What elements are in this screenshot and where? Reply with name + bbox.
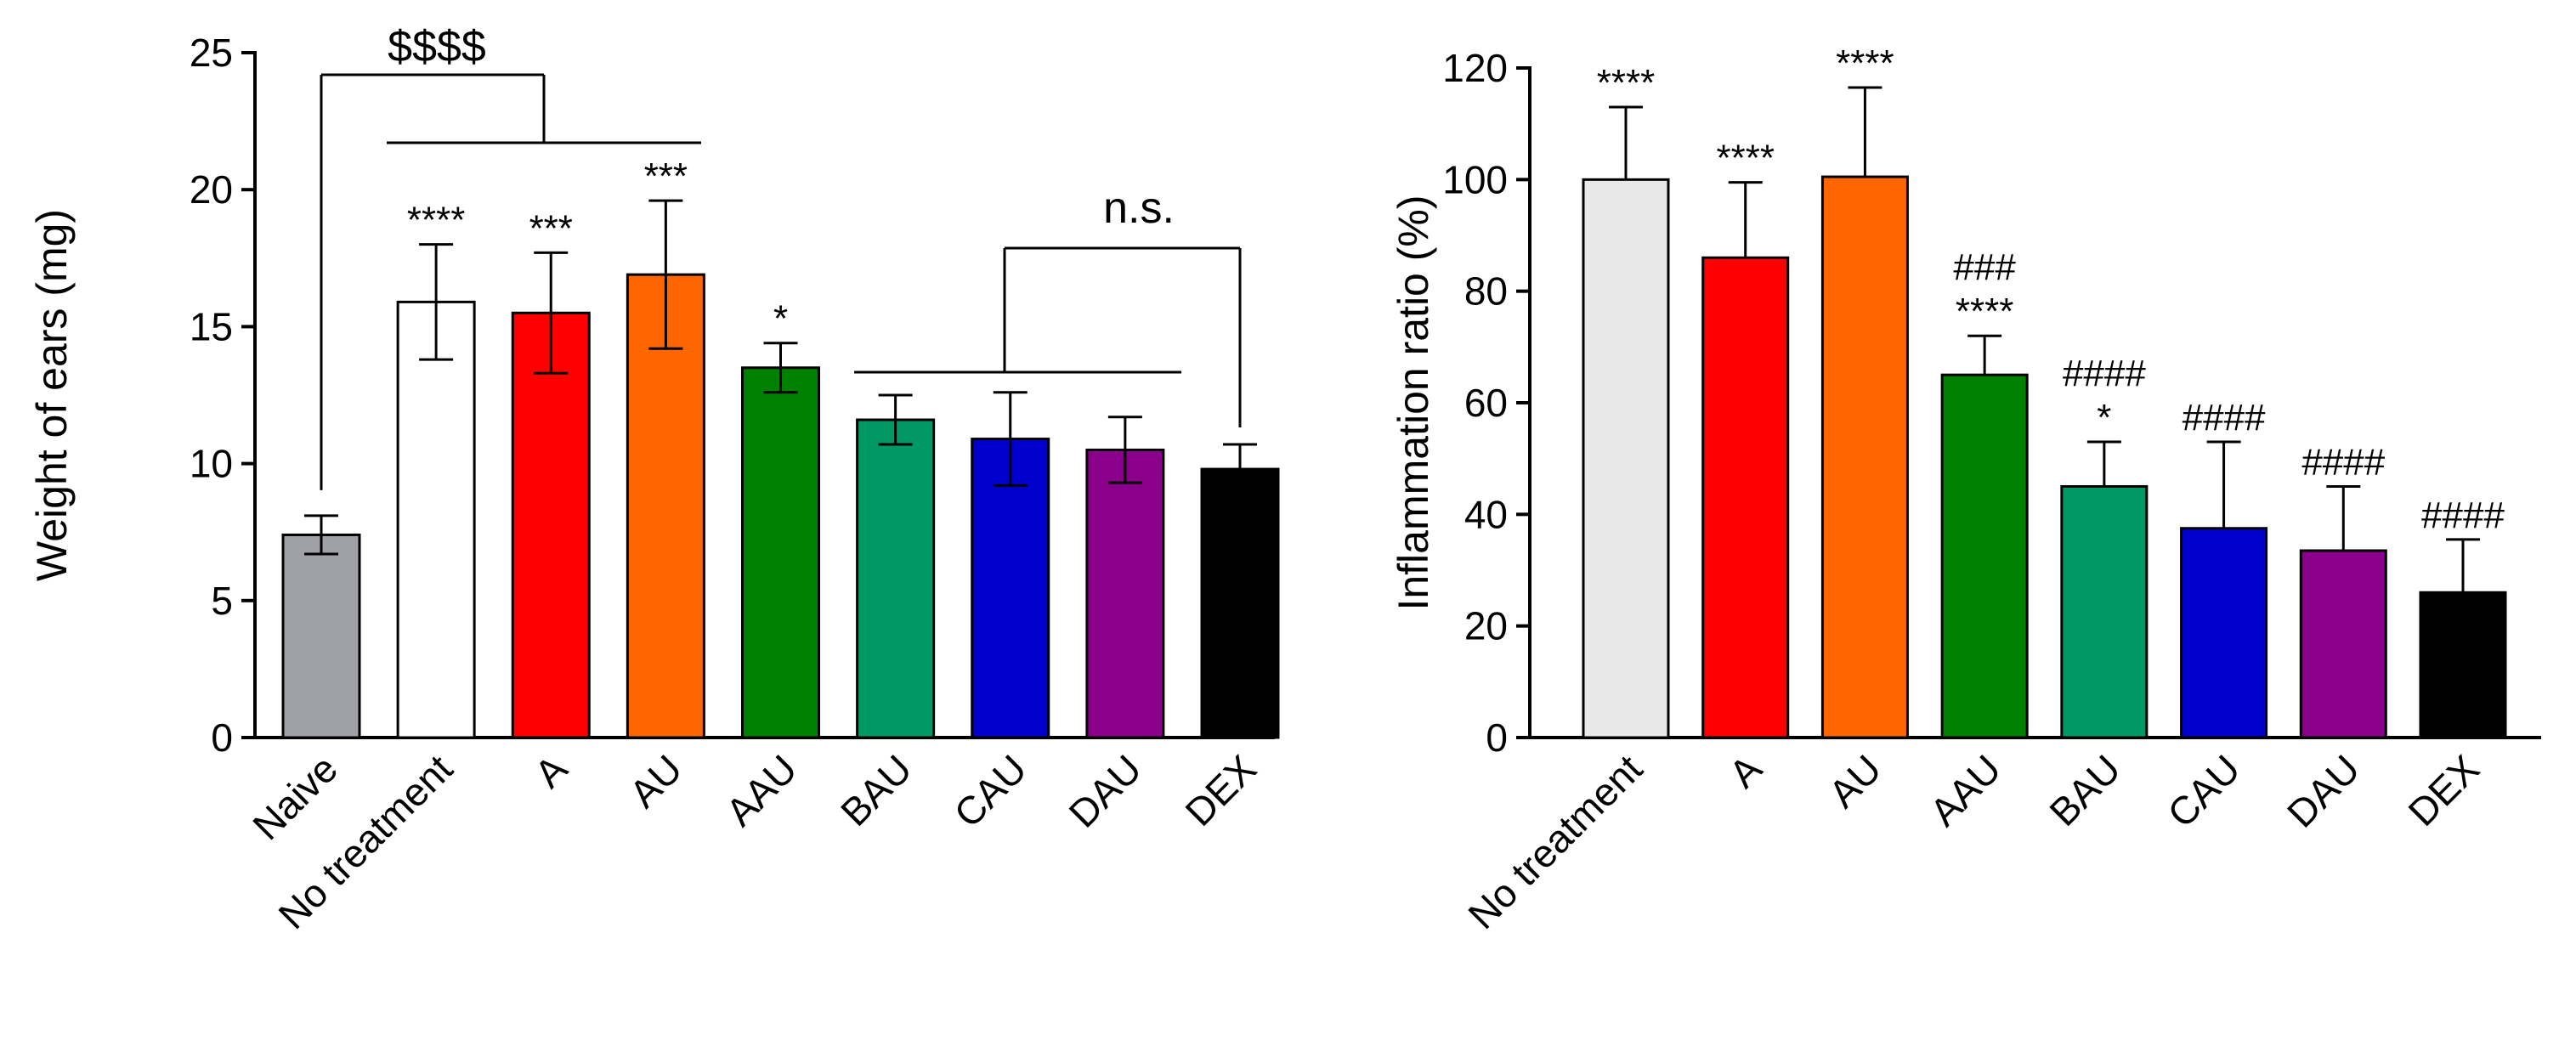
category-label: CAU — [945, 746, 1034, 835]
bar — [1820, 175, 1909, 739]
bar — [2180, 527, 2268, 739]
category-label: DAU — [2279, 746, 2368, 835]
significance-label: *** — [529, 207, 573, 249]
category-label: Naive — [244, 746, 346, 848]
category-label: CAU — [2159, 746, 2248, 835]
y-tick-label: 80 — [1464, 269, 1508, 314]
category-label: A — [1720, 746, 1770, 796]
y-tick-label: 0 — [1486, 715, 1508, 760]
bar — [2060, 485, 2149, 739]
bar — [626, 273, 705, 739]
y-tick-label: 100 — [1442, 157, 1508, 201]
category-label: AAU — [1922, 746, 2010, 834]
y-tick-label: 15 — [190, 304, 233, 348]
significance-label: **** — [407, 200, 466, 241]
significance-label: **** — [1956, 291, 2014, 332]
significance-label: #### — [2063, 353, 2146, 394]
bar — [1701, 256, 1790, 739]
bar — [511, 311, 591, 739]
bar — [741, 366, 820, 739]
y-tick-label: 20 — [1464, 604, 1508, 648]
significance-label: ### — [1953, 246, 2016, 288]
bracket-label: $$$$ — [388, 22, 486, 71]
bar — [971, 438, 1050, 739]
significance-label: **** — [1836, 42, 1894, 84]
bar — [1582, 178, 1670, 739]
bar — [856, 418, 936, 739]
bar — [2419, 591, 2507, 739]
significance-label: #### — [2183, 397, 2266, 438]
significance-label: **** — [1716, 138, 1775, 179]
category-label: AU — [1820, 746, 1890, 816]
category-label: AAU — [717, 746, 806, 834]
bar — [281, 533, 361, 739]
category-label: BAU — [832, 746, 920, 834]
category-label: DAU — [1060, 746, 1149, 835]
significance-label: * — [773, 298, 788, 340]
bar — [396, 300, 476, 739]
category-label: No treatment — [1459, 746, 1650, 937]
significance-label: * — [2097, 397, 2111, 438]
y-tick-label: 10 — [190, 442, 233, 486]
y-tick-label: 60 — [1464, 381, 1508, 425]
category-label: AU — [620, 746, 690, 816]
bar — [2299, 549, 2387, 739]
y-tick-label: 0 — [211, 715, 233, 760]
significance-label: **** — [1597, 62, 1656, 104]
y-tick-label: 5 — [211, 579, 233, 623]
inflammation-chart: 0 20 40 60 80 100 120 Inflammation ratio (%) No … — [1390, 42, 2541, 937]
category-label: DEX — [1176, 746, 1265, 834]
significance-label: #### — [2301, 442, 2385, 483]
category-label: BAU — [2041, 746, 2129, 834]
y-axis-label: Inflammation ratio (%) — [1390, 195, 1437, 610]
y-tick-label: 120 — [1442, 46, 1508, 90]
bar — [1940, 373, 2029, 739]
y-axis-label: Weight of ears (mg) — [28, 209, 76, 581]
bracket-label: n.s. — [1103, 184, 1175, 233]
bar — [1085, 448, 1165, 739]
y-tick-label: 20 — [190, 167, 233, 212]
bar — [1200, 467, 1280, 739]
y-tick-label: 40 — [1464, 492, 1508, 536]
category-label: DEX — [2399, 746, 2488, 834]
significance-label: *** — [644, 155, 688, 197]
y-tick-label: 25 — [190, 31, 233, 75]
category-label: A — [526, 746, 576, 796]
significance-label: #### — [2421, 495, 2505, 536]
